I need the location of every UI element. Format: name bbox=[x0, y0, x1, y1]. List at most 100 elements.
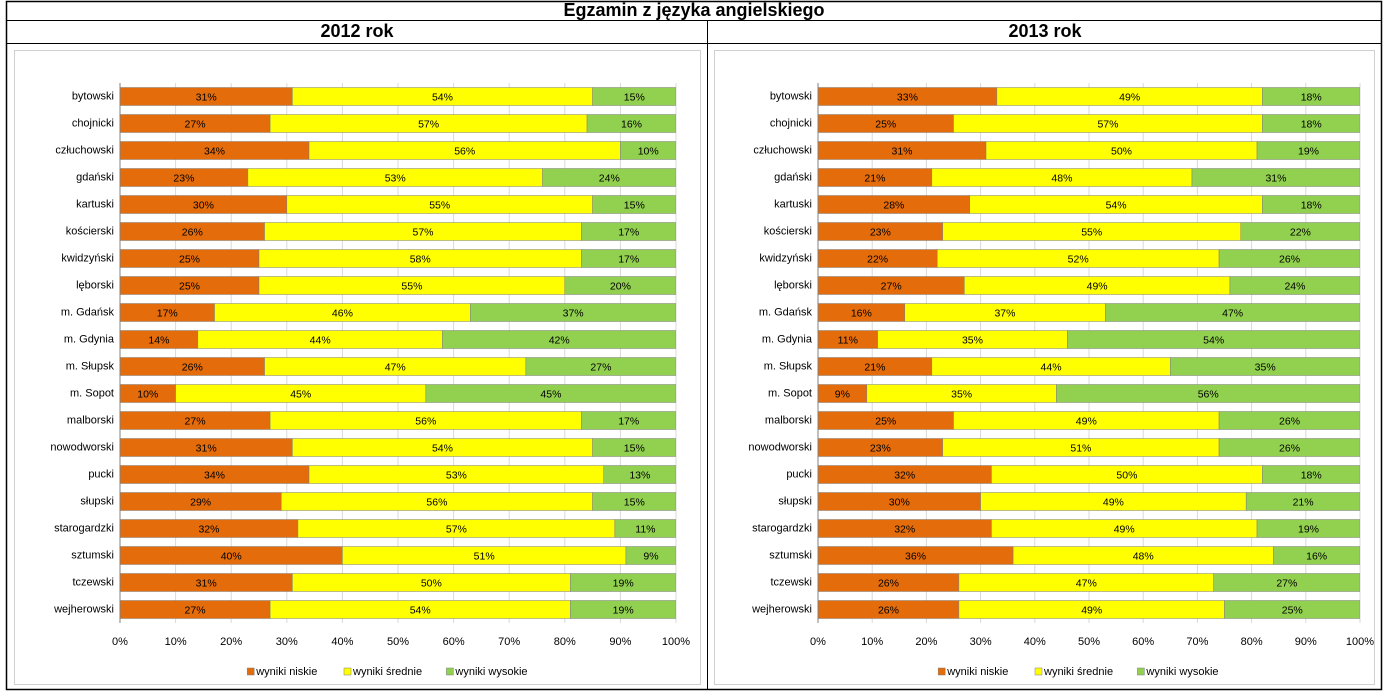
value-label: 21% bbox=[1293, 496, 1314, 508]
value-label: 27% bbox=[185, 118, 206, 130]
category-label: gdański bbox=[774, 171, 812, 183]
year-header: 2012 rok bbox=[320, 21, 394, 41]
bar-segment bbox=[1213, 573, 1360, 592]
value-label: 27% bbox=[881, 280, 902, 292]
value-label: 48% bbox=[1051, 172, 1072, 184]
value-label: 21% bbox=[864, 361, 885, 373]
bars bbox=[818, 87, 1360, 619]
value-label: 27% bbox=[590, 361, 611, 373]
legend-swatch bbox=[446, 667, 454, 676]
x-tick-label: 50% bbox=[387, 636, 409, 648]
value-label: 35% bbox=[951, 388, 972, 400]
value-label: 31% bbox=[892, 145, 913, 157]
value-label: 52% bbox=[1068, 253, 1089, 265]
value-label: 34% bbox=[204, 145, 225, 157]
x-tick-label: 30% bbox=[276, 636, 298, 648]
value-label: 31% bbox=[196, 91, 217, 103]
value-label: 49% bbox=[1087, 280, 1108, 292]
value-label: 23% bbox=[173, 172, 194, 184]
value-label: 16% bbox=[621, 118, 642, 130]
category-label: lęborski bbox=[774, 279, 812, 291]
value-label: 15% bbox=[624, 442, 645, 454]
category-label: m. Gdańsk bbox=[759, 306, 813, 318]
value-label: 51% bbox=[474, 550, 495, 562]
category-label: kwidzyński bbox=[759, 252, 812, 264]
value-label: 49% bbox=[1103, 496, 1124, 508]
value-label: 13% bbox=[629, 469, 650, 481]
value-label: 56% bbox=[454, 145, 475, 157]
legend-swatch bbox=[937, 667, 946, 676]
value-label: 34% bbox=[204, 469, 225, 481]
value-label: 23% bbox=[870, 226, 891, 238]
value-label: 29% bbox=[190, 496, 211, 508]
bar-segment bbox=[1262, 195, 1360, 214]
bar-segment bbox=[1218, 249, 1360, 268]
category-label: chojnicki bbox=[770, 117, 812, 129]
value-label: 36% bbox=[905, 550, 926, 562]
value-label: 55% bbox=[401, 280, 422, 292]
value-label: 30% bbox=[889, 496, 910, 508]
x-tick-label: 60% bbox=[1132, 636, 1154, 648]
category-label: nowodworski bbox=[748, 441, 812, 453]
bar-segment bbox=[470, 303, 676, 322]
value-label: 24% bbox=[599, 172, 620, 184]
category-label: sztumski bbox=[71, 549, 114, 561]
value-label: 37% bbox=[994, 307, 1015, 319]
value-label: 15% bbox=[624, 91, 645, 103]
bar-segment bbox=[592, 87, 676, 106]
bar-segment bbox=[570, 573, 676, 592]
value-label: 19% bbox=[613, 604, 634, 616]
category-label: człuchowski bbox=[55, 144, 114, 156]
bar-segment bbox=[1262, 465, 1360, 484]
year-header: 2013 rok bbox=[1008, 21, 1082, 41]
value-label: 51% bbox=[1070, 442, 1091, 454]
chart-frame bbox=[714, 50, 1375, 685]
value-label: 26% bbox=[878, 604, 899, 616]
legend-swatch bbox=[343, 667, 352, 676]
legend-label: wyniki średnie bbox=[1043, 666, 1113, 678]
category-label: m. Sopot bbox=[70, 387, 114, 399]
value-label: 18% bbox=[1301, 199, 1322, 211]
bar-segment bbox=[1218, 411, 1360, 430]
value-label: 49% bbox=[1081, 604, 1102, 616]
x-tick-label: 90% bbox=[1295, 636, 1317, 648]
value-label: 16% bbox=[851, 307, 872, 319]
category-label: starogardzki bbox=[54, 522, 114, 534]
category-label: bytowski bbox=[72, 90, 114, 102]
value-label: 44% bbox=[1041, 361, 1062, 373]
value-label: 49% bbox=[1119, 91, 1140, 103]
value-label: 48% bbox=[1133, 550, 1154, 562]
value-label: 25% bbox=[179, 253, 200, 265]
x-tick-label: 60% bbox=[443, 636, 465, 648]
category-label: malborski bbox=[765, 414, 812, 426]
category-label: kościerski bbox=[66, 225, 114, 237]
category-label: wejherowski bbox=[751, 603, 812, 615]
value-label: 25% bbox=[875, 118, 896, 130]
category-label: kościerski bbox=[764, 225, 812, 237]
value-label: 49% bbox=[1114, 523, 1135, 535]
table-title: Egzamin z języka angielskiego bbox=[563, 0, 824, 20]
value-label: 54% bbox=[432, 91, 453, 103]
x-tick-label: 0% bbox=[112, 636, 128, 648]
value-label: 47% bbox=[1076, 577, 1097, 589]
bar-segment bbox=[581, 411, 676, 430]
bar-segment bbox=[614, 519, 676, 538]
bar-segment bbox=[1262, 114, 1360, 133]
value-label: 31% bbox=[196, 442, 217, 454]
bar-segment bbox=[564, 276, 676, 295]
bar-segment bbox=[442, 330, 676, 349]
x-tick-label: 50% bbox=[1078, 636, 1100, 648]
bar-segment bbox=[592, 195, 676, 214]
value-label: 57% bbox=[418, 118, 439, 130]
x-tick-label: 70% bbox=[1186, 636, 1208, 648]
bar-segment bbox=[1170, 357, 1360, 376]
value-label: 47% bbox=[1222, 307, 1243, 319]
bar-segment bbox=[1191, 168, 1360, 187]
value-label: 28% bbox=[883, 199, 904, 211]
value-label: 25% bbox=[1282, 604, 1303, 616]
value-label: 30% bbox=[193, 199, 214, 211]
legend-swatch bbox=[246, 667, 255, 676]
x-tick-label: 10% bbox=[861, 636, 883, 648]
bar-segment bbox=[1224, 600, 1360, 619]
